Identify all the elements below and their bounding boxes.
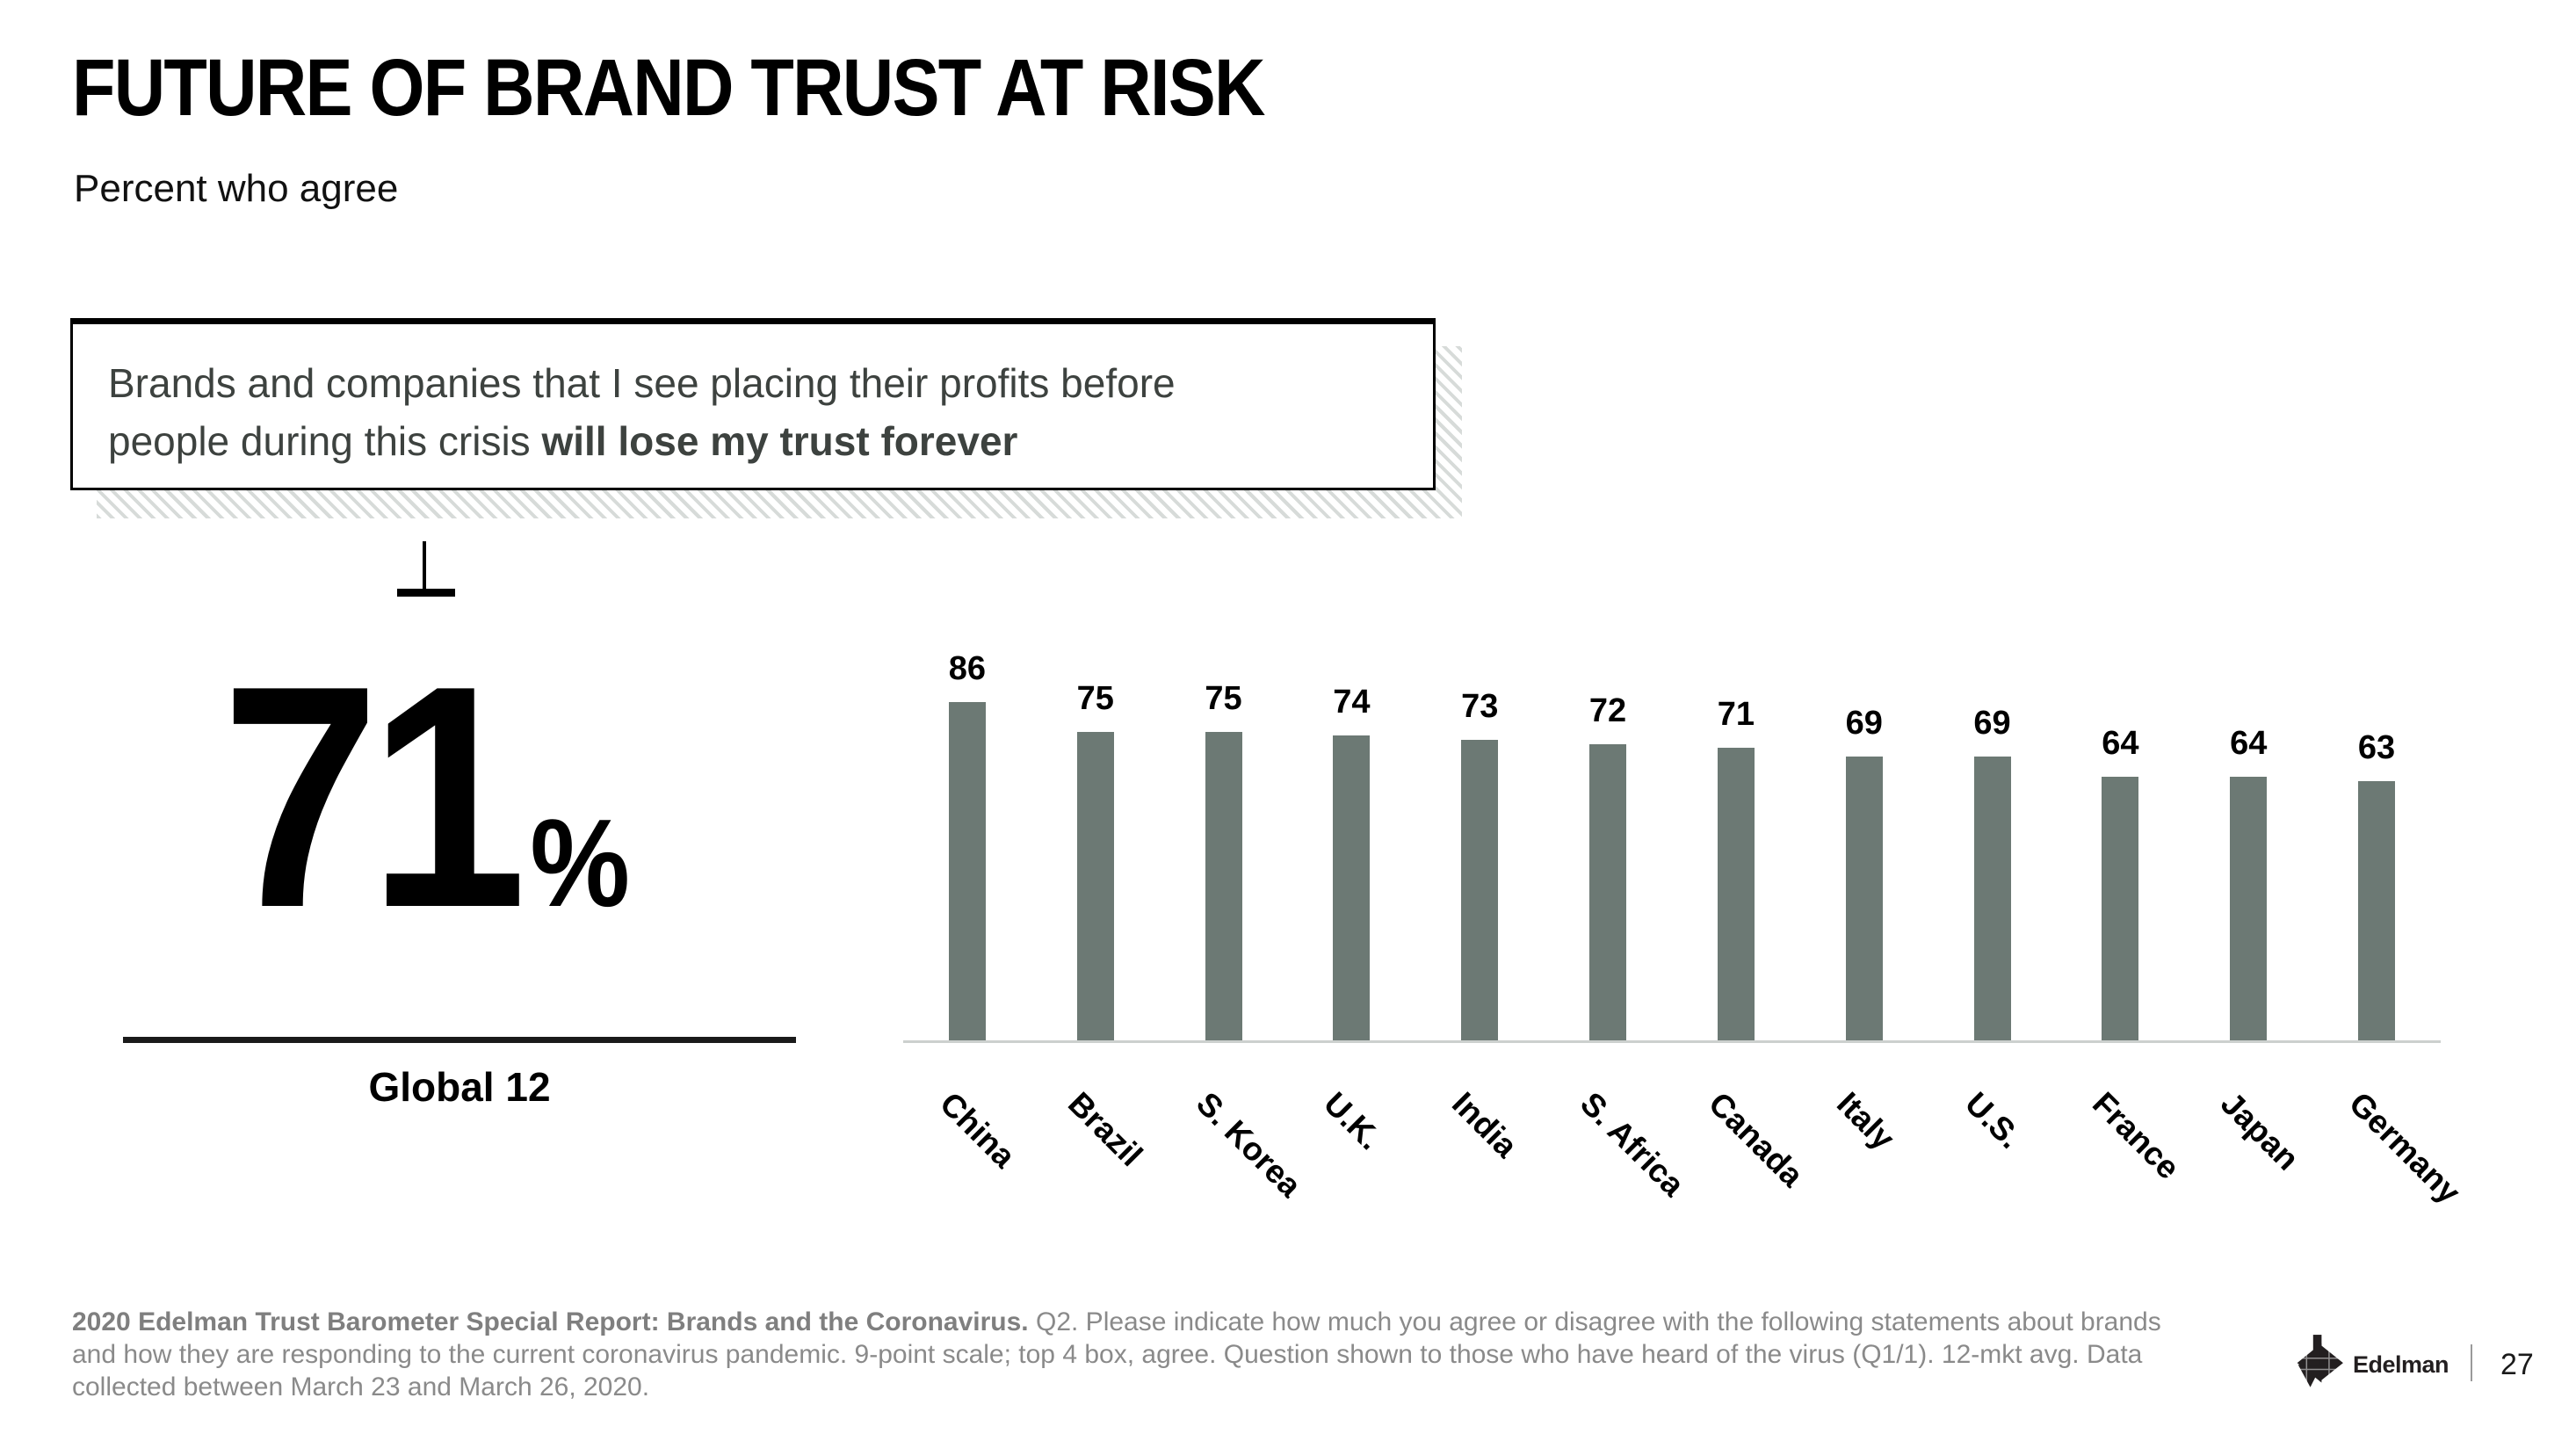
bar-India [1461,739,1499,1041]
bar-Canada [1717,748,1755,1041]
bar-value-label: 75 [1205,679,1242,717]
bar-S. Korea [1205,731,1242,1041]
bar-Germany [2358,780,2396,1041]
stat-number: 71 [221,620,527,974]
bars-area: 86 75 75 74 73 72 71 69 69 64 64 63 [903,650,2441,1041]
bar-slot-U.S.: 69 [1928,650,2057,1041]
quote-line2-bold: will lose my trust forever [541,418,1018,464]
quote-box: Brands and companies that I see placing … [70,318,1436,490]
quote-line1: Brands and companies that I see placing … [108,360,1176,406]
bar-value-label: 74 [1333,684,1371,721]
bar-slot-Italy: 69 [1800,650,1928,1041]
bar-slot-Japan: 64 [2184,650,2312,1041]
bar-slot-S. Korea: 75 [1160,650,1288,1041]
edelman-wordmark: Edelman [2353,1351,2449,1378]
category-label-U.K.: U.K. [1317,1085,1389,1157]
bar-slot-S. Africa: 72 [1544,650,1672,1041]
bar-value-label: 64 [2230,725,2268,763]
bar-S. Africa [1589,743,1627,1041]
stat-label: Global 12 [368,1064,551,1110]
category-label-S. Africa: S. Africa [1574,1085,1692,1204]
bar-value-label: 86 [948,650,987,687]
category-label-China: China [932,1085,1023,1175]
category-label-India: India [1445,1085,1525,1165]
bar-U.K. [1333,735,1371,1041]
bar-value-label: 71 [1717,696,1755,734]
stat-divider [123,1037,796,1043]
bar-value-label: 63 [2357,728,2396,766]
category-label-Canada: Canada [1701,1085,1811,1194]
category-label-Japan: Japan [2214,1085,2306,1177]
callout-connector-horizontal [397,589,455,597]
bar-slot-France: 64 [2057,650,2185,1041]
category-label-Brazil: Brazil [1060,1085,1150,1174]
global-stat-value: 71% [221,639,631,1009]
bar-slot-Brazil: 75 [1031,650,1160,1041]
bar-value-label: 73 [1461,687,1499,725]
bar-value-label: 64 [2102,725,2139,763]
callout-connector-vertical [423,541,426,592]
bar-value-label: 72 [1588,692,1627,729]
bar-value-label: 75 [1076,679,1114,717]
bar-Italy [1845,756,1883,1041]
bar-value-label: 69 [1845,704,1883,742]
bar-slot-China: 86 [903,650,1031,1041]
stat-percent-sign: % [530,793,631,933]
bar-China [948,702,986,1041]
footer-divider [2471,1344,2472,1381]
bar-slot-Canada: 71 [1672,650,1800,1041]
footnote-source: 2020 Edelman Trust Barometer Special Rep… [72,1307,1029,1336]
footnote: 2020 Edelman Trust Barometer Special Rep… [72,1306,2181,1403]
bar-value-label: 69 [1973,704,2011,742]
category-label-S. Korea: S. Korea [1189,1085,1308,1205]
bar-chart: 86 75 75 74 73 72 71 69 69 64 64 63 China Brazil S. K… [903,650,2468,1210]
footnote-text: Q2. Please indicate how much you agree o… [72,1307,2161,1401]
bar-U.S. [1973,756,2011,1041]
bar-Brazil [1076,731,1114,1041]
quote-line2: people during this crisis [108,418,542,464]
category-label-U.S.: U.S. [1957,1085,2029,1155]
category-label-Italy: Italy [1829,1085,1902,1157]
bar-slot-Germany: 63 [2312,650,2441,1041]
subtitle: Percent who agree [74,167,399,210]
page-number: 27 [2500,1348,2534,1381]
category-label-France: France [2086,1085,2188,1186]
category-label-Germany: Germany [2342,1085,2468,1211]
edelman-logo-icon [2293,1335,2343,1387]
bar-slot-U.K.: 74 [1288,650,1416,1041]
bar-slot-India: 73 [1415,650,1544,1041]
page-title: FUTURE OF BRAND TRUST AT RISK [72,43,1265,133]
bar-France [2102,777,2139,1041]
bar-Japan [2230,777,2268,1041]
x-axis-line [903,1040,2441,1043]
